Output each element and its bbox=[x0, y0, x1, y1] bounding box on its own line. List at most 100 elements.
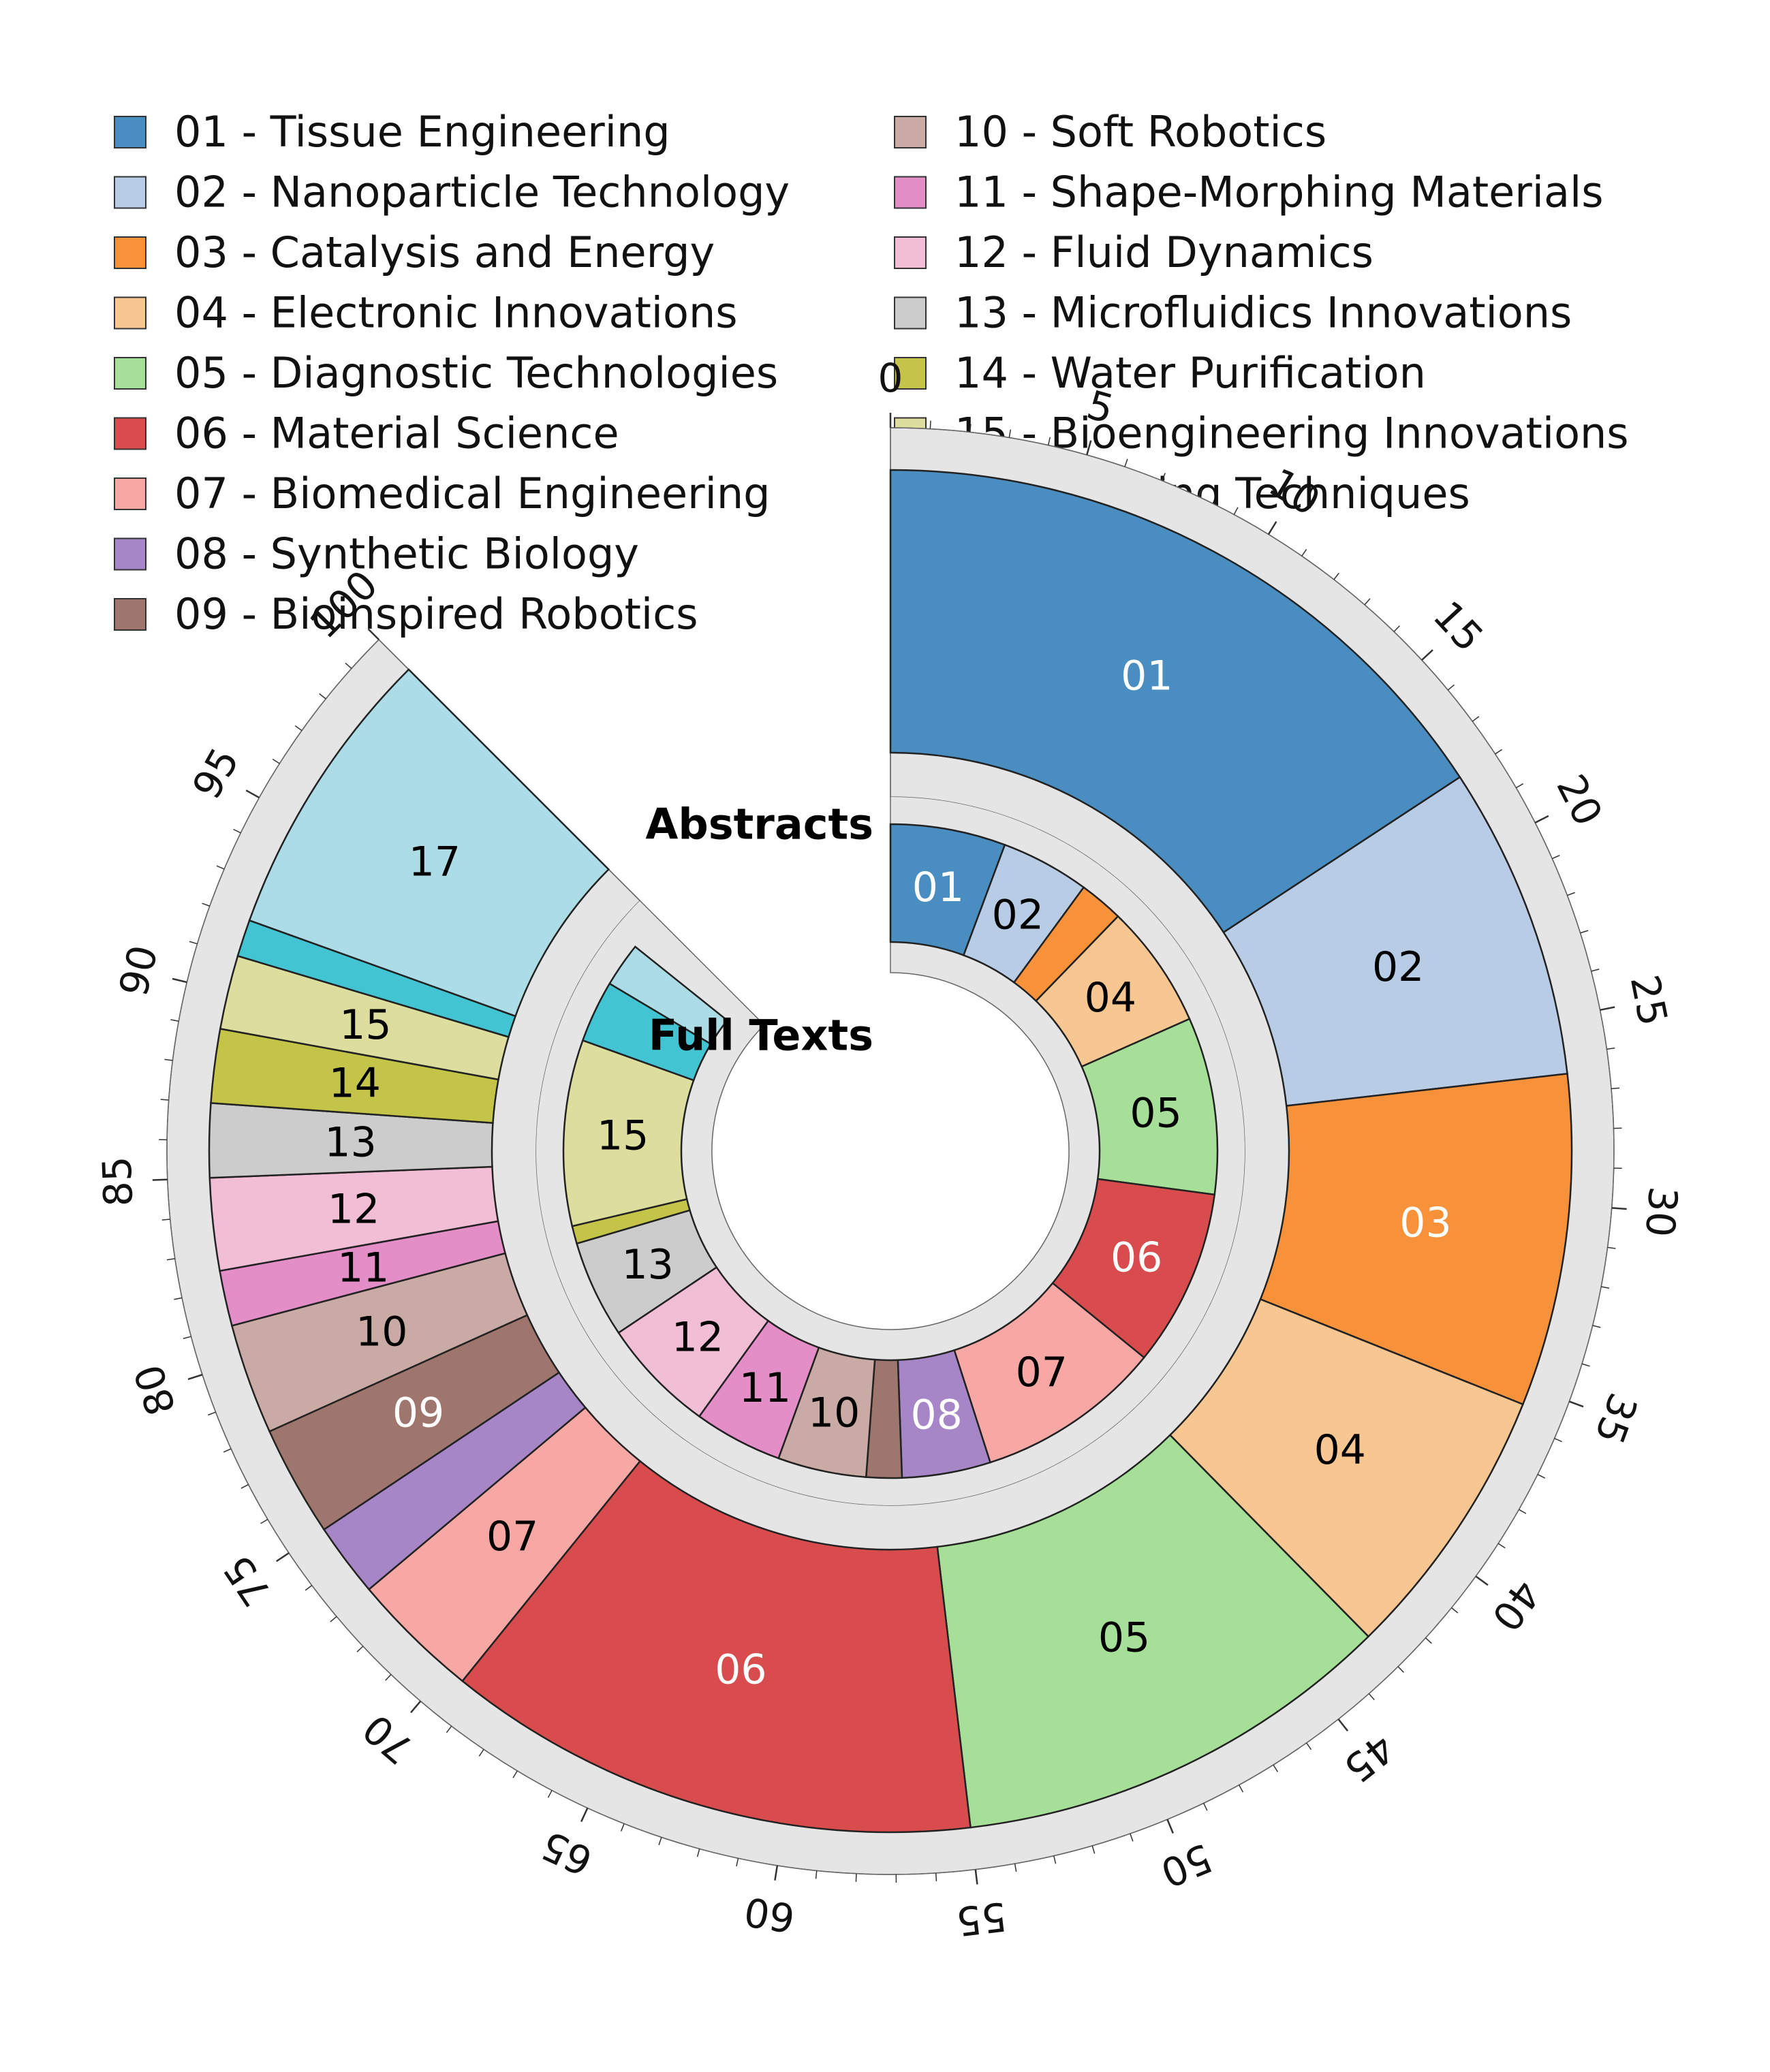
legend-label-08: 08 - Synthetic Biology bbox=[174, 529, 639, 579]
major-tick bbox=[367, 628, 379, 640]
tick-label-45: 45 bbox=[1335, 1725, 1403, 1792]
major-tick bbox=[774, 1865, 779, 1881]
minor-tick bbox=[1301, 549, 1307, 556]
minor-tick bbox=[1591, 969, 1600, 972]
segment-label-abstracts-02: 02 bbox=[1372, 943, 1424, 991]
minor-tick bbox=[1161, 473, 1166, 481]
minor-tick bbox=[1592, 1325, 1601, 1328]
minor-tick bbox=[330, 1616, 337, 1622]
segment-label-full-texts-08: 08 bbox=[910, 1392, 962, 1439]
minor-tick bbox=[1130, 1833, 1134, 1842]
legend-swatch-07 bbox=[114, 477, 146, 510]
legend-label-05: 05 - Diagnostic Technologies bbox=[174, 348, 778, 398]
segment-abstracts-06 bbox=[461, 1460, 972, 1834]
major-tick bbox=[1600, 1006, 1615, 1011]
track-edge bbox=[166, 427, 1615, 1875]
tick-label-85: 85 bbox=[93, 1155, 142, 1207]
major-tick bbox=[1267, 521, 1277, 535]
minor-tick bbox=[1364, 598, 1371, 606]
ring-segments bbox=[208, 469, 1573, 1834]
legend-label-07: 07 - Biomedical Engineering bbox=[174, 469, 771, 518]
tick-label-75: 75 bbox=[215, 1547, 281, 1614]
minor-tick bbox=[815, 1870, 818, 1879]
tick-label-0: 0 bbox=[878, 355, 903, 401]
legend-label-12: 12 - Fluid Dynamics bbox=[954, 227, 1373, 277]
segment-abstracts-01 bbox=[889, 469, 1461, 934]
legend-label-01: 01 - Tissue Engineering bbox=[174, 107, 670, 157]
legend-label-11: 11 - Shape-Morphing Materials bbox=[954, 168, 1604, 217]
minor-tick bbox=[1472, 716, 1480, 722]
minor-tick bbox=[233, 828, 241, 834]
minor-tick bbox=[658, 1837, 662, 1846]
segment-label-full-texts-05: 05 bbox=[1130, 1090, 1181, 1137]
minor-tick bbox=[170, 1019, 179, 1022]
tick-label-70: 70 bbox=[354, 1705, 422, 1773]
minor-tick bbox=[1306, 1742, 1312, 1751]
tick-label-60: 60 bbox=[741, 1888, 798, 1942]
segment-abstracts-17 bbox=[248, 668, 610, 1018]
minor-tick bbox=[478, 1748, 484, 1757]
minor-tick bbox=[161, 1219, 170, 1221]
segment-label-full-texts-10: 10 bbox=[808, 1390, 860, 1437]
major-tick bbox=[187, 1373, 203, 1381]
legend-label-03: 03 - Catalysis and Energy bbox=[174, 227, 715, 277]
minor-tick bbox=[1537, 1474, 1546, 1479]
minor-tick bbox=[189, 941, 198, 945]
segment-label-abstracts-13: 13 bbox=[324, 1119, 376, 1167]
minor-tick bbox=[1273, 1764, 1278, 1772]
legend-label-10: 10 - Soft Robotics bbox=[954, 107, 1326, 157]
minor-tick bbox=[736, 1858, 739, 1867]
minor-tick bbox=[1497, 1543, 1506, 1549]
minor-tick bbox=[1581, 1363, 1590, 1367]
major-tick bbox=[245, 789, 260, 799]
tick-label-95: 95 bbox=[183, 740, 248, 807]
segment-label-abstracts-03: 03 bbox=[1399, 1199, 1451, 1246]
minor-tick bbox=[512, 1770, 518, 1778]
minor-tick bbox=[696, 1849, 700, 1857]
segment-label-abstracts-09: 09 bbox=[392, 1390, 444, 1437]
major-tick bbox=[974, 1869, 978, 1885]
segment-label-full-texts-07: 07 bbox=[1016, 1349, 1068, 1396]
legend-label-06: 06 - Material Science bbox=[174, 409, 619, 458]
tick-label-40: 40 bbox=[1482, 1571, 1549, 1639]
minor-tick bbox=[208, 1411, 216, 1416]
minor-tick bbox=[319, 693, 326, 700]
minor-tick bbox=[166, 1258, 175, 1261]
segment-labels: 01 02 03 04 05 06 07 09 10 11 12 13 14 15 17 01 02 04 05 06… bbox=[324, 653, 1451, 1694]
tick-label-20: 20 bbox=[1547, 767, 1611, 833]
minor-tick bbox=[260, 1518, 268, 1524]
legend-swatch-09 bbox=[114, 598, 146, 631]
segment-label-abstracts-06: 06 bbox=[715, 1646, 766, 1693]
legend-label-14: 14 - Water Purification bbox=[954, 348, 1426, 398]
tick-label-65: 65 bbox=[534, 1821, 600, 1885]
minor-tick bbox=[969, 424, 972, 433]
tick-label-30: 30 bbox=[1636, 1185, 1687, 1239]
minor-tick bbox=[1198, 488, 1202, 497]
segment-label-abstracts-17: 17 bbox=[409, 838, 461, 885]
minor-tick bbox=[1451, 1607, 1459, 1614]
minor-tick bbox=[1124, 458, 1128, 467]
segment-label-full-texts-11: 11 bbox=[739, 1364, 791, 1412]
tick-label-35: 35 bbox=[1585, 1387, 1646, 1450]
major-tick bbox=[1534, 815, 1549, 823]
segment-label-abstracts-01: 01 bbox=[1121, 653, 1173, 700]
minor-tick bbox=[1091, 1845, 1096, 1854]
segment-abstracts-05 bbox=[936, 1434, 1370, 1829]
minor-tick bbox=[1495, 749, 1503, 755]
minor-tick bbox=[1425, 1637, 1432, 1644]
minor-tick bbox=[620, 1823, 625, 1832]
ring-titles: Abstracts Full Texts bbox=[645, 800, 873, 1061]
legend-swatch-12 bbox=[894, 236, 927, 269]
legend-swatch-05 bbox=[114, 357, 146, 390]
minor-tick bbox=[160, 1099, 169, 1101]
minor-tick bbox=[1238, 1785, 1244, 1793]
tick-label-25: 25 bbox=[1621, 971, 1677, 1030]
minor-tick bbox=[1519, 1509, 1527, 1514]
major-tick bbox=[275, 1552, 290, 1563]
minor-tick bbox=[1203, 1803, 1208, 1811]
legend: 01 - Tissue Engineering 02 - Nanoparticle… bbox=[114, 107, 1629, 639]
minor-tick bbox=[305, 1585, 313, 1591]
legend-label-13: 13 - Microfluidics Innovations bbox=[954, 288, 1572, 338]
segment-label-full-texts-13: 13 bbox=[621, 1241, 673, 1289]
minor-tick bbox=[1368, 1693, 1375, 1701]
